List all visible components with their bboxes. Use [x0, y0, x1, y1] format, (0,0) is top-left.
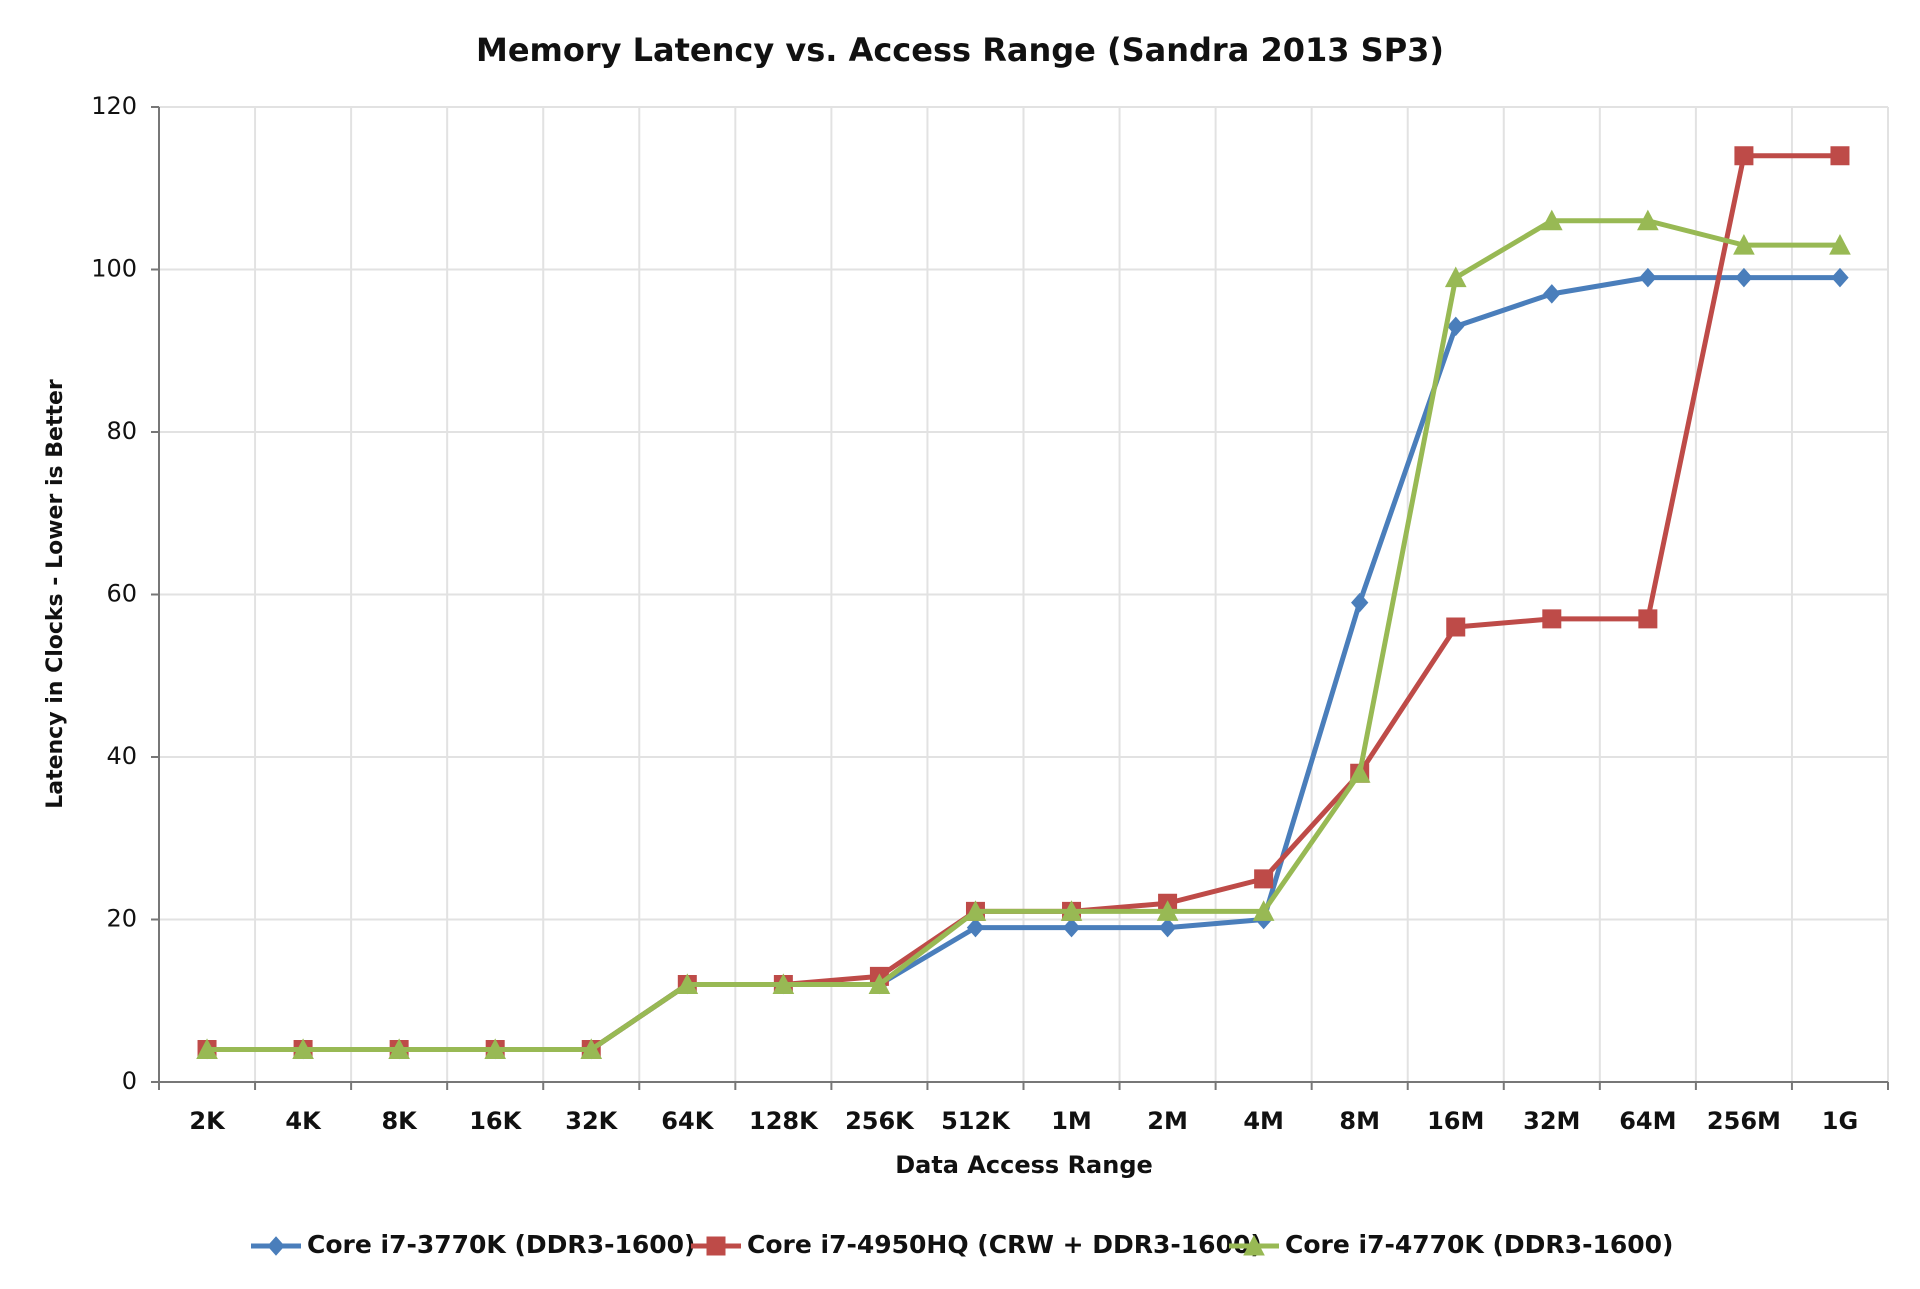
marker [676, 973, 699, 994]
x-tick-label: 512K [941, 1107, 1011, 1135]
marker [1348, 762, 1371, 783]
x-tick-label: 2K [189, 1107, 226, 1135]
x-tick-label: 1M [1051, 1107, 1092, 1135]
y-tick-label: 100 [91, 255, 137, 283]
marker [580, 1038, 603, 1059]
marker [1243, 1234, 1265, 1256]
y-tick-label: 120 [91, 92, 137, 120]
marker [1638, 609, 1658, 629]
x-tick-label: 16K [469, 1107, 522, 1135]
x-tick-label: 64K [661, 1107, 714, 1135]
marker [1252, 900, 1275, 921]
marker [196, 1038, 218, 1059]
marker [706, 1236, 726, 1256]
series-line [207, 218, 1840, 1052]
marker [1254, 869, 1274, 889]
marker [1637, 209, 1659, 231]
legend-label: Core i7-4950HQ (CRW + DDR3-1600) [747, 1230, 1262, 1259]
marker [1060, 900, 1083, 921]
marker [1446, 617, 1466, 637]
legend-label: Core i7-3770K (DDR3-1600) [307, 1230, 695, 1259]
x-tick-label: 128K [749, 1107, 819, 1135]
marker [1156, 900, 1179, 921]
chart-title: Memory Latency vs. Access Range (Sandra … [476, 31, 1444, 69]
y-tick-label: 20 [106, 905, 137, 933]
marker [1734, 146, 1754, 166]
y-tick-label: 0 [122, 1067, 137, 1095]
marker [966, 917, 985, 938]
x-axis-title: Data Access Range [895, 1151, 1153, 1179]
marker [388, 1038, 410, 1059]
x-tick-label: 1G [1822, 1107, 1858, 1135]
x-tick-label: 8M [1339, 1107, 1380, 1135]
marker [1447, 316, 1465, 337]
marker [1444, 266, 1467, 288]
marker [1831, 267, 1849, 288]
x-tick-label: 16M [1427, 1107, 1484, 1135]
legend-label: Core i7-4770K (DDR3-1600) [1285, 1230, 1673, 1259]
x-tick-label: 4M [1243, 1107, 1284, 1135]
marker [292, 1038, 314, 1059]
marker [1639, 267, 1657, 288]
marker [1735, 267, 1753, 288]
x-tick-label: 32K [565, 1107, 618, 1135]
y-tick-label: 80 [106, 417, 137, 445]
x-tick-label: 2M [1147, 1107, 1188, 1135]
marker [267, 1236, 285, 1256]
y-tick-label: 60 [106, 580, 137, 608]
marker [1540, 209, 1563, 231]
marker [772, 973, 795, 994]
x-tick-label: 64M [1619, 1107, 1676, 1135]
marker [484, 1038, 507, 1059]
marker [964, 900, 987, 921]
marker [1830, 146, 1850, 166]
y-tick-label: 40 [106, 742, 137, 770]
legend: Core i7-3770K (DDR3-1600) Core i7-4950HQ … [251, 1230, 1673, 1259]
x-tick-label: 32M [1523, 1107, 1580, 1135]
marker [1543, 284, 1561, 304]
x-tick-label: 256K [845, 1107, 915, 1135]
y-axis-title: Latency in Clocks - Lower is Better [43, 379, 68, 809]
x-tick-label: 256M [1707, 1107, 1781, 1135]
marker [1733, 234, 1755, 255]
marker [1829, 234, 1851, 255]
x-tick-label: 4K [285, 1107, 322, 1135]
marker [1158, 917, 1177, 938]
marker [868, 973, 891, 994]
marker [1542, 609, 1562, 629]
marker [1351, 592, 1369, 613]
x-tick-label: 8K [381, 1107, 418, 1135]
marker [1062, 917, 1081, 938]
